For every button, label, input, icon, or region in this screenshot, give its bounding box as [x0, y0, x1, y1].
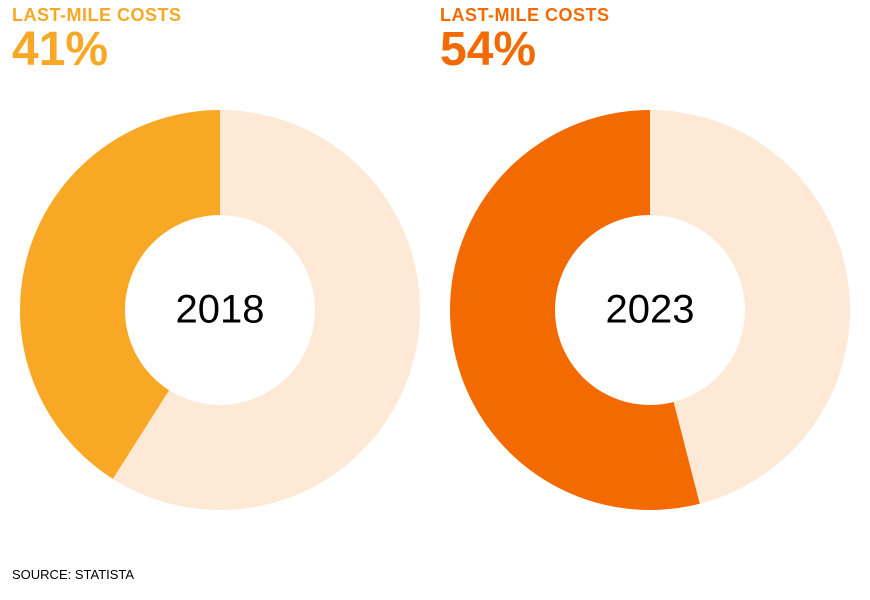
chart-2-center-label: 2023	[606, 288, 695, 333]
chart-canvas: LAST-MILE COSTS 41% 2018 LAST-MILE COSTS…	[0, 0, 870, 600]
chart-2-label-block: LAST-MILE COSTS 54%	[440, 6, 610, 75]
chart-2-value: 54%	[440, 25, 610, 75]
chart-1-center-label: 2018	[176, 288, 265, 333]
chart-1-value: 41%	[12, 25, 182, 75]
chart-1-label-block: LAST-MILE COSTS 41%	[12, 6, 182, 75]
source-text: SOURCE: STATISTA	[12, 567, 134, 582]
